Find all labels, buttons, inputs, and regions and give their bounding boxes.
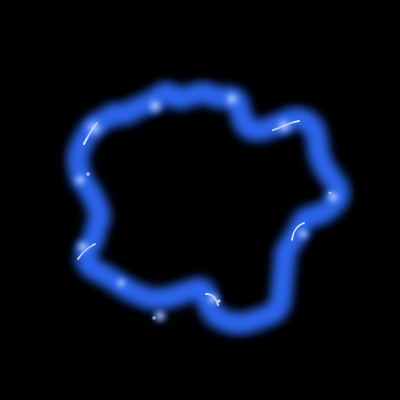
particle-3 [217,299,221,303]
flare-left-lower [72,236,94,258]
flare-top-center [143,94,167,118]
flare-top-right [220,87,244,111]
flare-right-middle [322,186,344,208]
particle-1 [86,172,90,176]
particle-2 [152,316,156,320]
flare-left-middle [70,170,90,190]
flare-right-lower [294,225,312,243]
flare-bottom-center-left [150,306,170,326]
particle-4 [328,191,332,195]
flare-right-upper [271,113,297,139]
flare-top-left [80,114,108,142]
flare-bottom-left [112,274,130,292]
flare-bottom-center-right [203,289,223,309]
